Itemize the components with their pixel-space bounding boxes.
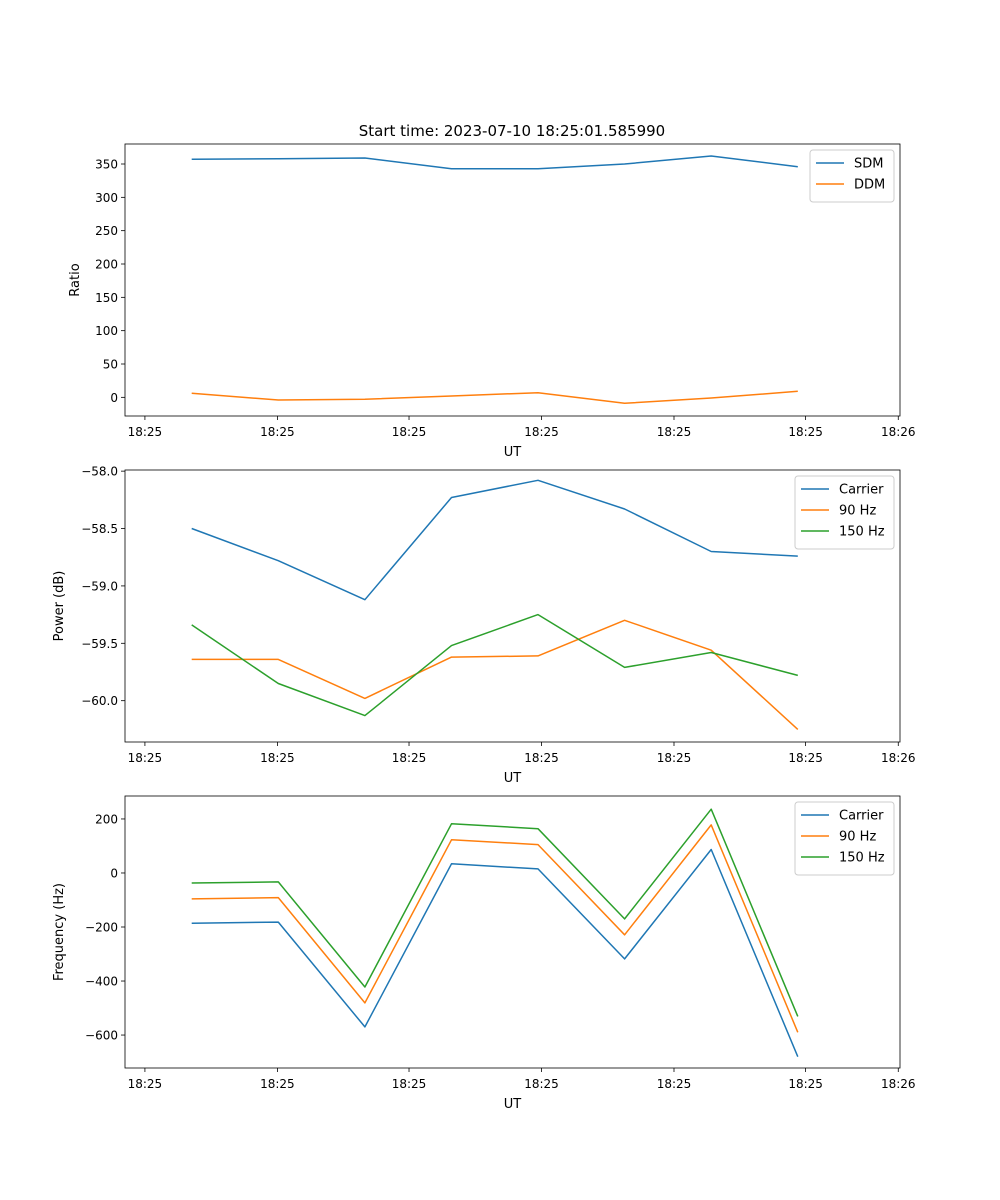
x-tick-label: 18:25: [260, 751, 295, 765]
x-tick-label: 18:25: [788, 425, 823, 439]
x-tick-label: 18:26: [881, 1077, 916, 1091]
x-tick-label: 18:25: [392, 425, 427, 439]
y-tick-label: 250: [95, 224, 118, 238]
x-tick-label: 18:25: [657, 1077, 692, 1091]
legend-label: Carrier: [839, 483, 884, 498]
y-axis-label: Frequency (Hz): [52, 883, 67, 981]
series-line-90-hz: [191, 824, 799, 1033]
x-tick-label: 18:25: [392, 1077, 427, 1091]
x-tick-label: 18:25: [657, 751, 692, 765]
y-tick-label: −600: [85, 1029, 118, 1043]
series-line-150-hz: [191, 808, 799, 1017]
y-tick-label: −400: [85, 975, 118, 989]
axes-frame: [124, 469, 901, 743]
x-tick-label: 18:25: [128, 751, 163, 765]
y-tick-label: −59.5: [81, 637, 118, 651]
y-tick-label: −58.5: [81, 522, 118, 536]
y-tick-label: −60.0: [81, 694, 118, 708]
figure-title: Start time: 2023-07-10 18:25:01.585990: [359, 122, 665, 140]
chart-panel-3: 18:25 18:25 18:25 18:25 18:25 18:25 18:26 −600 −…: [52, 795, 916, 1112]
x-tick-label: 18:25: [524, 425, 559, 439]
series-line-150-hz: [191, 613, 798, 717]
y-tick-label: 0: [110, 866, 118, 880]
y-tick-label: 50: [103, 358, 118, 372]
x-tick-label: 18:25: [392, 751, 427, 765]
y-tick-label: 300: [95, 191, 118, 205]
panels: 18:25 18:25 18:25 18:25 18:25 18:25 18:26 0 50 10…: [52, 143, 916, 1112]
x-tick-label: 18:25: [657, 425, 692, 439]
series-line-sdm: [191, 155, 798, 170]
y-tick-label: −59.0: [81, 579, 118, 593]
y-tick-label: 100: [95, 324, 118, 338]
legend: Carrier 90 Hz 150 Hz: [794, 801, 895, 876]
x-tick-label: 18:25: [260, 1077, 295, 1091]
chart-panel-2: 18:25 18:25 18:25 18:25 18:25 18:25 18:26 −60.0…: [52, 465, 916, 786]
x-tick-label: 18:26: [881, 425, 916, 439]
y-tick-label: 200: [95, 258, 118, 272]
y-tick-label: 0: [110, 391, 118, 405]
x-tick-label: 18:25: [524, 751, 559, 765]
legend-label: 150 Hz: [839, 525, 885, 540]
legend: SDM DDM: [809, 149, 895, 203]
x-axis-label: UT: [504, 445, 522, 460]
legend-label: DDM: [854, 178, 885, 193]
x-axis-label: UT: [504, 1097, 522, 1112]
legend: Carrier 90 Hz 150 Hz: [794, 475, 895, 550]
x-tick-label: 18:25: [128, 1077, 163, 1091]
axes-frame: [124, 143, 901, 417]
y-axis-label: Power (dB): [52, 571, 67, 642]
axes-frame: [124, 795, 901, 1069]
chart-panel-1: 18:25 18:25 18:25 18:25 18:25 18:25 18:26 0 50 10…: [68, 143, 916, 460]
series-line-carrier: [191, 848, 799, 1057]
x-tick-label: 18:25: [788, 1077, 823, 1091]
x-tick-label: 18:25: [524, 1077, 559, 1091]
y-tick-label: 200: [95, 812, 118, 826]
legend-label: 90 Hz: [839, 830, 876, 845]
y-axis-label: Ratio: [68, 263, 83, 296]
series-line-ddm: [191, 390, 798, 405]
legend-label: 150 Hz: [839, 851, 885, 866]
x-tick-label: 18:25: [128, 425, 163, 439]
y-tick-label: 350: [95, 158, 118, 172]
y-tick-label: −200: [85, 921, 118, 935]
x-axis-label: UT: [504, 771, 522, 786]
x-tick-label: 18:25: [260, 425, 295, 439]
x-tick-label: 18:26: [881, 751, 916, 765]
y-tick-label: −58.0: [81, 465, 118, 479]
legend-label: SDM: [854, 157, 883, 172]
legend-label: Carrier: [839, 809, 884, 824]
series-line-carrier: [191, 479, 798, 601]
legend-label: 90 Hz: [839, 504, 876, 519]
series-line-90-hz: [191, 619, 799, 730]
y-tick-label: 150: [95, 291, 118, 305]
x-tick-label: 18:25: [788, 751, 823, 765]
